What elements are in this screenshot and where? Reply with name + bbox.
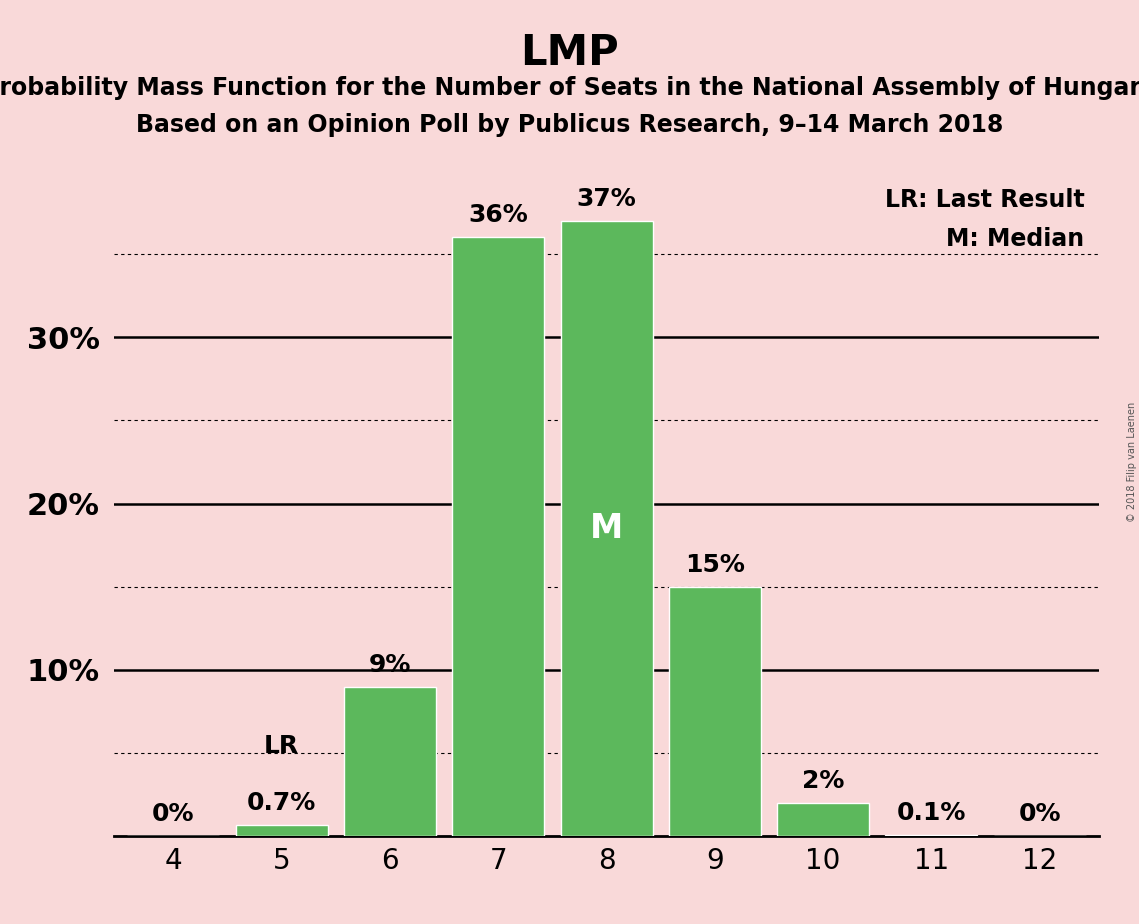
Text: 37%: 37% bbox=[576, 187, 637, 211]
Bar bbox=[560, 221, 653, 836]
Text: LR: Last Result: LR: Last Result bbox=[885, 188, 1084, 212]
Text: © 2018 Filip van Laenen: © 2018 Filip van Laenen bbox=[1126, 402, 1137, 522]
Bar bbox=[669, 587, 761, 836]
Text: 9%: 9% bbox=[369, 652, 411, 676]
Text: M: Median: M: Median bbox=[947, 227, 1084, 251]
Text: 0.1%: 0.1% bbox=[896, 800, 966, 824]
Text: 0%: 0% bbox=[153, 802, 195, 826]
Text: M: M bbox=[590, 512, 623, 545]
Text: 15%: 15% bbox=[685, 553, 745, 577]
Text: 2%: 2% bbox=[802, 769, 844, 793]
Text: 36%: 36% bbox=[468, 203, 528, 227]
Text: LMP: LMP bbox=[521, 32, 618, 74]
Bar bbox=[885, 834, 977, 836]
Bar bbox=[777, 803, 869, 836]
Bar bbox=[236, 824, 328, 836]
Text: 0.7%: 0.7% bbox=[247, 791, 317, 815]
Text: Probability Mass Function for the Number of Seats in the National Assembly of Hu: Probability Mass Function for the Number… bbox=[0, 76, 1139, 100]
Bar bbox=[452, 237, 544, 836]
Text: Based on an Opinion Poll by Publicus Research, 9–14 March 2018: Based on an Opinion Poll by Publicus Res… bbox=[136, 113, 1003, 137]
Bar bbox=[344, 687, 436, 836]
Text: 0%: 0% bbox=[1018, 802, 1060, 826]
Text: LR: LR bbox=[264, 734, 300, 758]
